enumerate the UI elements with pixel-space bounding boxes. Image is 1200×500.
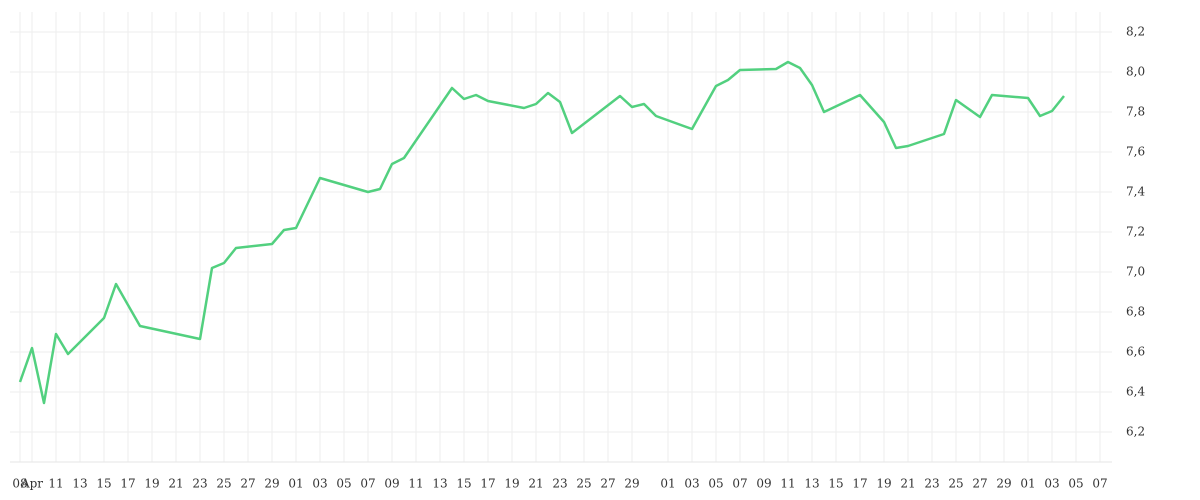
x-tick-label: 09 [384, 477, 399, 491]
x-tick-label: 27 [972, 477, 987, 491]
line-series [18, 60, 1065, 405]
x-tick-label: 05 [336, 477, 351, 491]
x-tick-label: 07 [360, 477, 375, 491]
x-tick-label: 25 [216, 477, 231, 491]
x-tick-label: 19 [876, 477, 891, 491]
x-tick-label: 07 [732, 477, 747, 491]
x-tick-label: 25 [576, 477, 591, 491]
y-tick-label: 7,8 [1126, 105, 1145, 119]
x-tick-label: 19 [144, 477, 159, 491]
x-tick-label: 17 [120, 477, 135, 491]
y-tick-label: 8,0 [1126, 65, 1145, 79]
y-tick-label: 7,2 [1126, 225, 1145, 239]
x-tick-label: 15 [828, 477, 843, 491]
x-tick-label: 15 [456, 477, 471, 491]
y-tick-label: 7,4 [1126, 185, 1145, 199]
x-tick-label: 03 [684, 477, 699, 491]
x-tick-label: 25 [948, 477, 963, 491]
x-tick-label: 27 [600, 477, 615, 491]
x-tick-label: 27 [240, 477, 255, 491]
x-tick-label: 13 [72, 477, 87, 491]
x-tick-label: 11 [48, 477, 63, 491]
x-tick-label: 05 [1068, 477, 1083, 491]
y-tick-label: 6,6 [1126, 345, 1145, 359]
x-tick-label: 19 [504, 477, 519, 491]
x-tick-label: 05 [708, 477, 723, 491]
x-tick-label: 01 [1020, 477, 1035, 491]
x-tick-label: 29 [624, 477, 639, 491]
y-tick-label: 7,0 [1126, 265, 1145, 279]
x-tick-label: 21 [168, 477, 183, 491]
x-tick-label: 15 [96, 477, 111, 491]
y-tick-label: 6,8 [1126, 305, 1145, 319]
y-tick-label: 7,6 [1126, 145, 1145, 159]
x-tick-label: 11 [780, 477, 795, 491]
x-tick-label: 09 [756, 477, 771, 491]
y-tick-label: 6,4 [1126, 385, 1145, 399]
x-tick-label: 21 [528, 477, 543, 491]
x-tick-label: 01 [660, 477, 675, 491]
x-tick-label: 23 [552, 477, 567, 491]
x-tick-label: 07 [1092, 477, 1107, 491]
y-tick-label: 6,2 [1126, 425, 1145, 439]
y-tick-label: 8,2 [1126, 25, 1145, 39]
x-tick-label: 23 [924, 477, 939, 491]
x-tick-label: 29 [996, 477, 1011, 491]
x-tick-label: 17 [852, 477, 867, 491]
x-tick-label: 21 [900, 477, 915, 491]
x-tick-label: 17 [480, 477, 495, 491]
x-tick-label: 11 [408, 477, 423, 491]
x-tick-label: 23 [192, 477, 207, 491]
x-tick-label: 01 [288, 477, 303, 491]
x-tick-label: Apr [20, 477, 43, 491]
x-tick-label: 03 [1044, 477, 1059, 491]
x-tick-label: 08 [12, 477, 27, 491]
x-tick-label: 29 [264, 477, 279, 491]
x-tick-label: 13 [432, 477, 447, 491]
x-tick-label: 03 [312, 477, 327, 491]
x-tick-label: 13 [804, 477, 819, 491]
